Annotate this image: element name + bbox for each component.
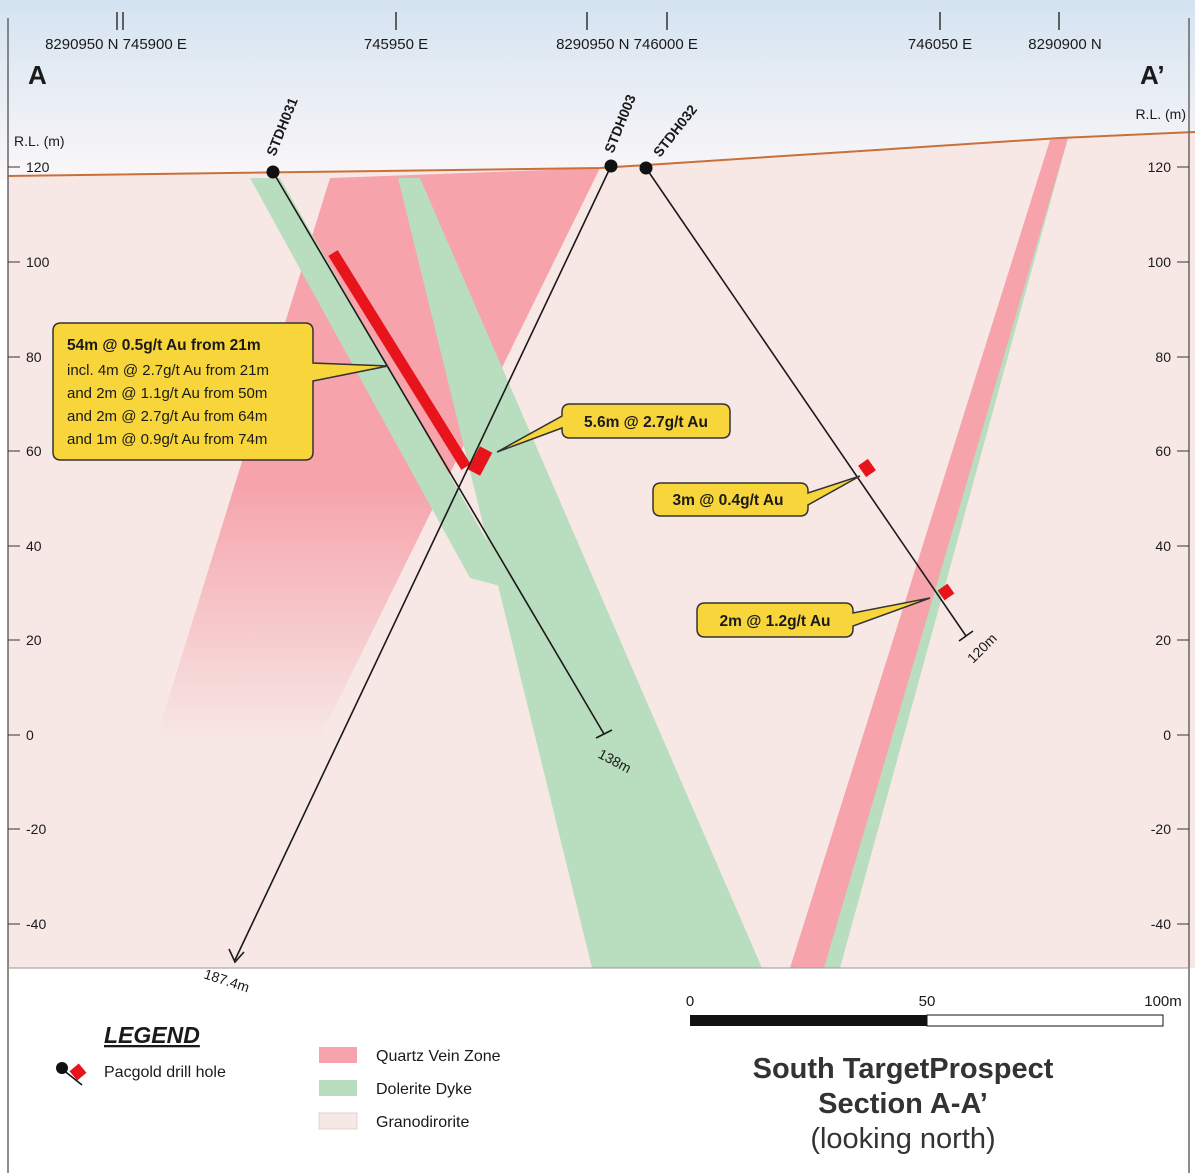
topographic-surface	[7, 131, 1195, 177]
easting-label-e4: 746050 E	[908, 36, 972, 53]
svg-text:100: 100	[26, 254, 50, 270]
svg-text:100: 100	[1148, 254, 1172, 270]
section-start-label: A	[28, 60, 47, 90]
svg-text:80: 80	[1155, 349, 1171, 365]
svg-text:20: 20	[26, 632, 42, 648]
callout-stdh032-lower-text: 2m @ 1.2g/t Au	[719, 613, 830, 630]
title-line-3: (looking north)	[810, 1123, 995, 1155]
legend-label-quartz: Quartz Vein Zone	[376, 1048, 501, 1065]
title-block: South TargetProspect Section A-A’ (looki…	[753, 1053, 1054, 1155]
title-line-1: South TargetProspect	[753, 1053, 1054, 1085]
callout-main-line-1: incl. 4m @ 2.7g/t Au from 21m	[67, 362, 269, 379]
easting-label-e3: 8290950 N 746000 E	[556, 36, 698, 53]
dolerite-dyke-main	[398, 178, 762, 968]
svg-text:0: 0	[1163, 727, 1171, 743]
callout-stdh003: 5.6m @ 2.7g/t Au	[496, 403, 731, 453]
rl-tick-80: 80 80	[8, 349, 1189, 365]
end-depth-stdh003: 187.4m	[202, 966, 251, 996]
legend: LEGEND Pacgold drill hole Quartz Vein Zo…	[56, 1022, 501, 1131]
scale-bar: 0 50 100m	[686, 993, 1182, 1027]
title-line-2: Section A-A’	[818, 1088, 988, 1120]
svg-text:120: 120	[1148, 159, 1172, 175]
rl-tick-60: 60 60	[8, 443, 1189, 459]
rl-axis-title-left: R.L. (m)	[14, 133, 65, 149]
legend-swatch-quartz	[319, 1047, 357, 1063]
rl-tick-20: 20 20	[8, 632, 1189, 648]
scale-label-100: 100m	[1144, 993, 1182, 1010]
legend-title: LEGEND	[104, 1022, 200, 1048]
callout-stdh032-upper-text: 3m @ 0.4g/t Au	[672, 492, 783, 509]
quartz-vein-zone-west	[155, 168, 600, 742]
svg-text:-20: -20	[1151, 821, 1171, 837]
legend-swatch-granodiorite	[318, 1112, 358, 1130]
callout-main-line-3: and 2m @ 2.7g/t Au from 64m	[67, 408, 267, 425]
svg-text:20: 20	[1155, 632, 1171, 648]
callout-stdh032-upper: 3m @ 0.4g/t Au	[652, 475, 861, 517]
svg-text:40: 40	[1155, 538, 1171, 554]
legend-label-dolerite: Dolerite Dyke	[376, 1081, 472, 1098]
svg-text:-40: -40	[26, 916, 46, 932]
rl-axis-title-right: R.L. (m)	[1135, 106, 1186, 122]
easting-label-e2: 745950 E	[364, 36, 428, 53]
callout-main-line-4: and 1m @ 0.9g/t Au from 74m	[67, 431, 267, 448]
scale-label-50: 50	[919, 993, 936, 1010]
scale-label-0: 0	[686, 993, 694, 1010]
svg-text:0: 0	[26, 727, 34, 743]
easting-label-e5: 8290900 N	[1028, 36, 1101, 53]
svg-text:60: 60	[26, 443, 42, 459]
svg-text:120: 120	[26, 159, 50, 175]
callout-main-line-2: and 2m @ 1.1g/t Au from 50m	[67, 385, 267, 402]
legend-drill-hole-icon	[56, 1062, 87, 1086]
callout-stdh032-lower: 2m @ 1.2g/t Au	[696, 597, 931, 638]
section-end-label: A’	[1140, 60, 1165, 90]
rl-tick-120: 120 120	[8, 159, 1189, 175]
dolerite-dyke-minor	[250, 178, 515, 590]
svg-text:60: 60	[1155, 443, 1171, 459]
svg-text:80: 80	[26, 349, 42, 365]
rl-tick-minus-40: -40 -40	[8, 916, 1189, 932]
legend-drill-hole-label: Pacgold drill hole	[104, 1064, 226, 1081]
rl-tick-minus-20: -20 -20	[8, 821, 1189, 837]
callout-main-headline: 54m @ 0.5g/t Au from 21m	[67, 337, 261, 354]
svg-text:-20: -20	[26, 821, 46, 837]
svg-text:40: 40	[26, 538, 42, 554]
easting-tick-e1	[116, 12, 124, 30]
legend-swatch-dolerite	[319, 1080, 357, 1096]
callout-stdh003-text: 5.6m @ 2.7g/t Au	[584, 414, 708, 431]
easting-label-e1: 8290950 N 745900 E	[45, 36, 187, 53]
svg-text:-40: -40	[1151, 916, 1171, 932]
rl-tick-100: 100 100	[8, 254, 1189, 270]
legend-label-granodiorite: Granodirorite	[376, 1114, 469, 1131]
callout-stdh031-intercepts: 54m @ 0.5g/t Au from 21m incl. 4m @ 2.7g…	[52, 322, 389, 461]
rl-tick-40: 40 40	[8, 538, 1189, 554]
quartz-vein-zone-east	[790, 138, 1068, 968]
rl-tick-0: 0 0	[8, 727, 1189, 743]
